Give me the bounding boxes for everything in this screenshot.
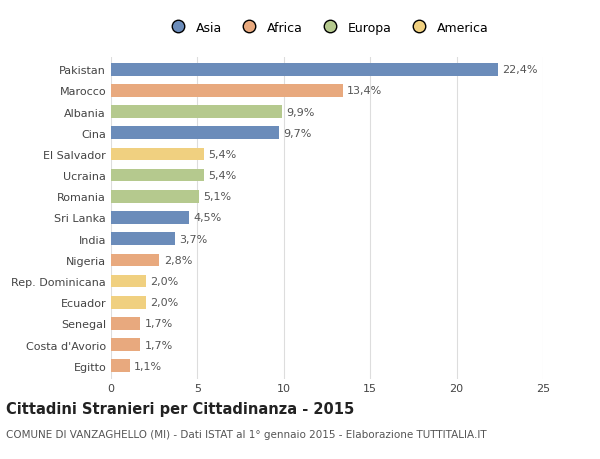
Text: COMUNE DI VANZAGHELLO (MI) - Dati ISTAT al 1° gennaio 2015 - Elaborazione TUTTIT: COMUNE DI VANZAGHELLO (MI) - Dati ISTAT … (6, 429, 487, 439)
Text: 5,1%: 5,1% (203, 192, 232, 202)
Text: 5,4%: 5,4% (209, 171, 237, 181)
Text: 2,0%: 2,0% (150, 276, 178, 286)
Text: 1,7%: 1,7% (145, 340, 173, 350)
Bar (111, 190, 199, 203)
Text: 13,4%: 13,4% (347, 86, 382, 96)
Bar (111, 275, 146, 288)
Bar (111, 106, 282, 119)
Text: 5,4%: 5,4% (209, 150, 237, 160)
Bar (111, 127, 278, 140)
Text: 2,8%: 2,8% (164, 255, 192, 265)
Bar (111, 296, 146, 309)
Bar (111, 254, 160, 267)
Text: 1,7%: 1,7% (145, 319, 173, 329)
Text: 22,4%: 22,4% (502, 65, 538, 75)
Text: 2,0%: 2,0% (150, 297, 178, 308)
Bar (111, 85, 343, 98)
Bar (111, 233, 175, 246)
Text: 1,1%: 1,1% (134, 361, 163, 371)
Text: 3,7%: 3,7% (179, 234, 208, 244)
Text: 9,9%: 9,9% (286, 107, 315, 118)
Bar (111, 317, 140, 330)
Text: 4,5%: 4,5% (193, 213, 221, 223)
Bar (111, 212, 189, 224)
Text: Cittadini Stranieri per Cittadinanza - 2015: Cittadini Stranieri per Cittadinanza - 2… (6, 402, 354, 417)
Bar (111, 339, 140, 351)
Text: 9,7%: 9,7% (283, 129, 311, 139)
Bar (111, 64, 498, 76)
Legend: Asia, Africa, Europa, America: Asia, Africa, Europa, America (162, 18, 492, 38)
Bar (111, 148, 205, 161)
Bar (111, 169, 205, 182)
Bar (111, 360, 130, 372)
